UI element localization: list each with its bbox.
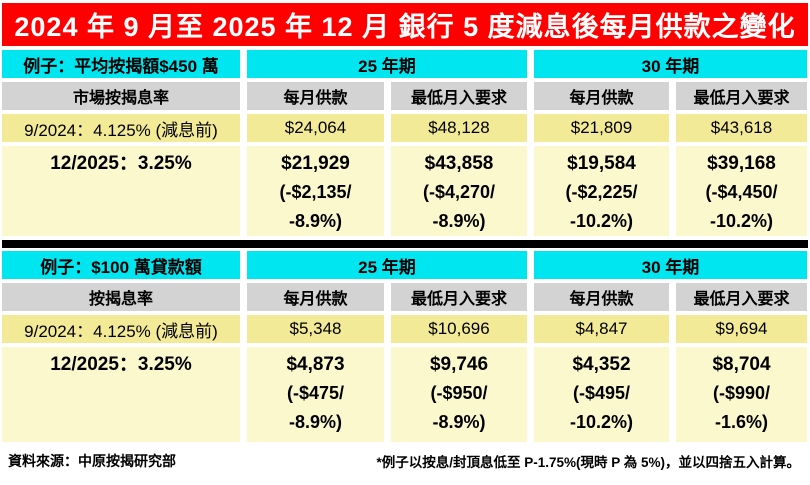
change-pct: -10.2%) bbox=[709, 211, 774, 231]
footnote: *例子以按息/封頂息低至 P-1.75%(現時 P 為 5%)，並以四捨五入計算… bbox=[376, 455, 800, 470]
income-after-cell: $43,858 (-$4,270/ -8.9%) bbox=[391, 146, 527, 236]
change-amount: (-$2,225/ bbox=[565, 182, 638, 202]
income-after-cell: $39,168 (-$4,450/ -10.2%) bbox=[676, 146, 807, 236]
payment-value: $4,352 bbox=[572, 354, 631, 375]
payment-value: $39,168 bbox=[707, 153, 776, 174]
change-pct: -8.9%) bbox=[432, 211, 486, 231]
change-amount: (-$4,450/ bbox=[705, 182, 778, 202]
payment-value: $43,858 bbox=[424, 153, 494, 174]
change-pct: -1.6%) bbox=[714, 412, 768, 432]
subheader-min-income: 最低月入要求 bbox=[676, 283, 807, 311]
subheader-min-income: 最低月入要求 bbox=[391, 283, 527, 311]
change-pct: -8.9%) bbox=[288, 211, 342, 231]
subheader-monthly-payment: 每月供款 bbox=[247, 283, 384, 311]
payment-value: $8,704 bbox=[712, 354, 771, 375]
income-before-cell: $9,694 bbox=[676, 315, 807, 343]
term-header-30y: 30 年期 bbox=[534, 251, 807, 279]
rate-after-cell: 12/2025：3.25% bbox=[2, 146, 240, 236]
example-label: 例子：平均按揭額$450 萬 bbox=[2, 50, 240, 78]
term-header-25y: 25 年期 bbox=[247, 50, 527, 78]
income-after-cell: $9,746 (-$950/ -8.9%) bbox=[391, 347, 527, 442]
payment-value: $4,873 bbox=[286, 354, 345, 375]
term-header-25y: 25 年期 bbox=[247, 251, 527, 279]
payment-after-cell: $4,352 (-$495/ -10.2%) bbox=[534, 347, 669, 442]
rate-before-cell: 9/2024：4.125% (減息前) bbox=[2, 114, 240, 142]
footer: 資料來源：中原按揭研究部 *例子以按息/封頂息低至 P-1.75%(現時 P 為… bbox=[2, 451, 808, 471]
change-amount: (-$475/ bbox=[286, 383, 345, 403]
table-divider bbox=[2, 240, 808, 248]
payment-after-cell: $19,584 (-$2,225/ -10.2%) bbox=[534, 146, 669, 236]
income-before-cell: $48,128 bbox=[391, 114, 527, 142]
change-pct: -8.9%) bbox=[288, 412, 342, 432]
change-amount: (-$495/ bbox=[572, 383, 631, 403]
income-before-cell: $43,618 bbox=[676, 114, 807, 142]
subheader-min-income: 最低月入要求 bbox=[676, 82, 807, 110]
payment-before-cell: $24,064 bbox=[247, 114, 384, 142]
payment-before-cell: $5,348 bbox=[247, 315, 384, 343]
payment-value: $19,584 bbox=[567, 153, 636, 174]
subheader-monthly-payment: 每月供款 bbox=[247, 82, 384, 110]
subheader-monthly-payment: 每月供款 bbox=[534, 82, 669, 110]
rate-before-cell: 9/2024：4.125% (減息前) bbox=[2, 315, 240, 343]
change-pct: -8.9%) bbox=[432, 412, 486, 432]
subheader-min-income: 最低月入要求 bbox=[391, 82, 527, 110]
rate-after-cell: 12/2025：3.25% bbox=[2, 347, 240, 442]
change-amount: (-$990/ bbox=[712, 383, 771, 403]
change-amount: (-$950/ bbox=[430, 383, 488, 403]
mortgage-table-100w: 例子：$100 萬貸款額 25 年期 30 年期 按揭息率 每月供款 最低月入要… bbox=[2, 251, 808, 442]
payment-after-cell: $4,873 (-$475/ -8.9%) bbox=[247, 347, 384, 442]
rate-col-header: 市場按揭息率 bbox=[2, 82, 240, 110]
change-amount: (-$4,270/ bbox=[422, 182, 496, 202]
payment-after-cell: $21,929 (-$2,135/ -8.9%) bbox=[247, 146, 384, 236]
title-banner: 2024 年 9 月至 2025 年 12 月 銀行 5 度減息後每月供款之變化 bbox=[2, 3, 808, 46]
data-source-label: 資料來源：中原按揭研究部 bbox=[8, 453, 176, 469]
income-after-cell: $8,704 (-$990/ -1.6%) bbox=[676, 347, 807, 442]
page: 2024 年 9 月至 2025 年 12 月 銀行 5 度減息後每月供款之變化… bbox=[2, 3, 808, 471]
rate-col-header: 按揭息率 bbox=[2, 283, 240, 311]
payment-value: $9,746 bbox=[429, 354, 489, 375]
mortgage-table-450w: 例子：平均按揭額$450 萬 25 年期 30 年期 市場按揭息率 每月供款 最… bbox=[2, 50, 808, 236]
payment-before-cell: $21,809 bbox=[534, 114, 669, 142]
payment-value: $21,929 bbox=[281, 153, 350, 174]
income-before-cell: $10,696 bbox=[391, 315, 527, 343]
term-header-30y: 30 年期 bbox=[534, 50, 807, 78]
payment-before-cell: $4,847 bbox=[534, 315, 669, 343]
change-pct: -10.2%) bbox=[569, 211, 634, 231]
example-label: 例子：$100 萬貸款額 bbox=[2, 251, 240, 279]
change-pct: -10.2%) bbox=[569, 412, 634, 432]
change-amount: (-$2,135/ bbox=[279, 182, 352, 202]
subheader-monthly-payment: 每月供款 bbox=[534, 283, 669, 311]
